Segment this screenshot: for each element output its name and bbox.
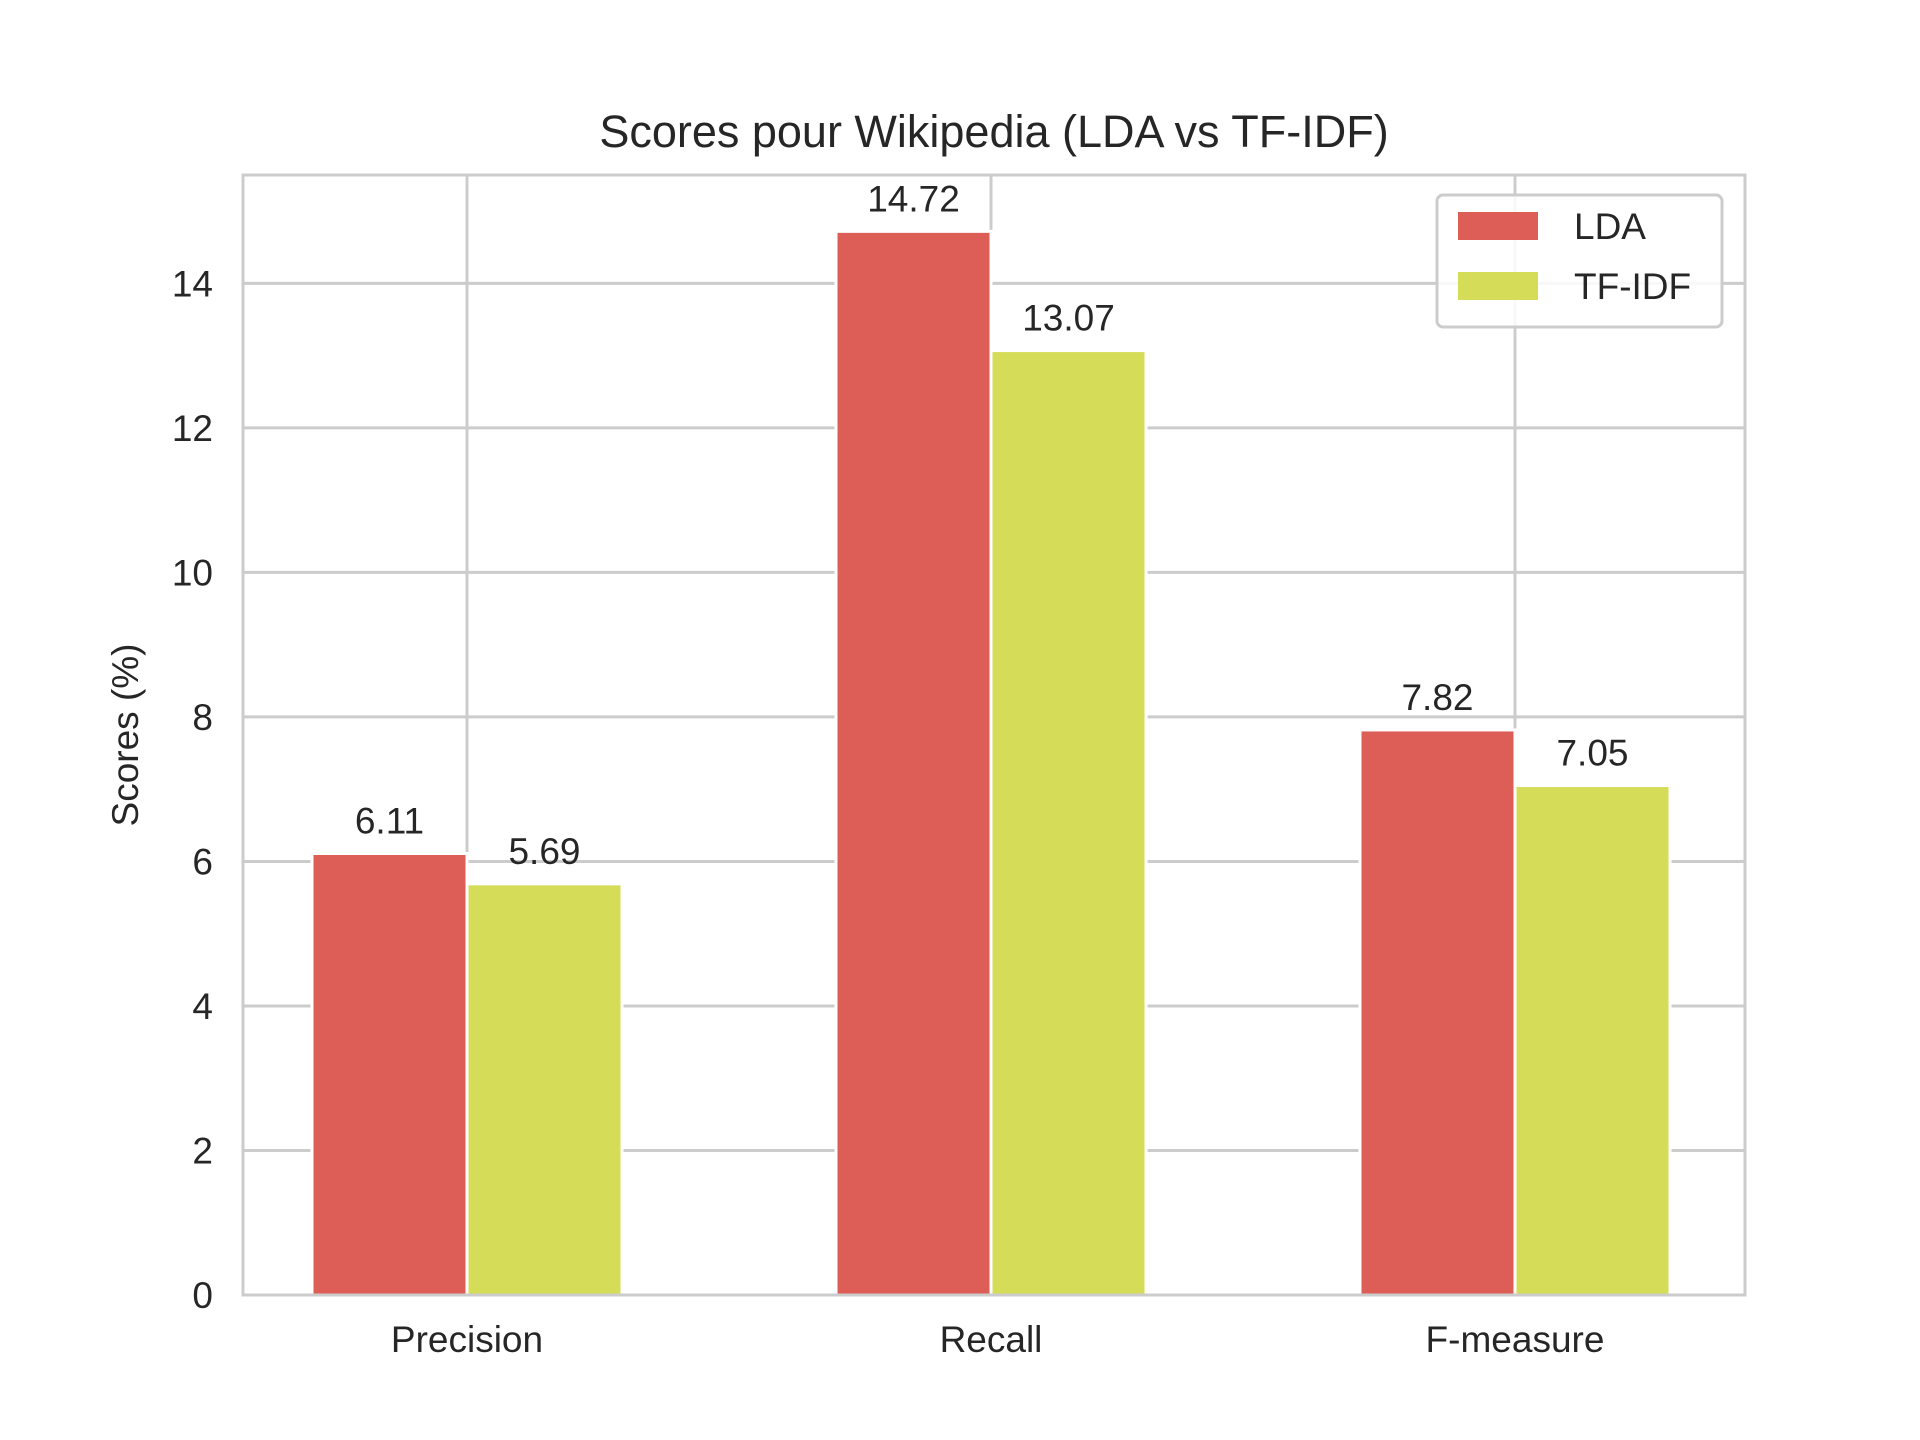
tick-labels: 0 2 4 6 8 10 12 14 Precision Recall F-measure [172,263,1605,1360]
y-tick-label: 8 [192,697,213,738]
y-tick-label: 10 [172,552,213,593]
axes-frame [241,173,1747,1297]
bar-tf-idf-precision [465,882,624,1297]
data-label: 6.11 [355,801,424,842]
data-label: 7.82 [1401,677,1473,718]
legend-swatch-tf-idf [1458,272,1538,300]
y-tick-label: 2 [192,1130,213,1171]
y-axis-label: Scores (%) [105,644,146,827]
bar-tf-idf-f-measure [1513,784,1672,1297]
legend-swatch-lda [1458,212,1538,240]
y-tick-label: 14 [172,263,213,304]
x-tick-label: Precision [391,1319,543,1360]
data-label: 7.05 [1556,733,1628,774]
x-tick-label: Recall [940,1319,1043,1360]
y-tick-label: 4 [192,986,213,1027]
bar-lda-precision [310,852,469,1297]
y-tick-label: 12 [172,408,213,449]
legend-label-tf-idf: TF-IDF [1574,266,1691,307]
data-labels: 6.11 14.72 7.82 5.69 13.07 7.05 [355,178,1629,871]
data-label: 13.07 [1022,298,1115,339]
y-tick-label: 0 [192,1275,213,1316]
bar-lda-f-measure [1358,728,1517,1297]
legend: LDA TF-IDF [1435,193,1724,329]
chart-title: Scores pour Wikipedia (LDA vs TF-IDF) [599,106,1388,157]
x-tick-label: F-measure [1426,1319,1605,1360]
legend-label-lda: LDA [1574,206,1646,247]
bar-lda-recall [834,229,993,1297]
bars [310,229,1672,1297]
data-label: 5.69 [508,831,580,872]
data-label: 14.72 [867,178,960,219]
y-tick-label: 6 [192,841,213,882]
bar-tf-idf-recall [989,349,1148,1297]
